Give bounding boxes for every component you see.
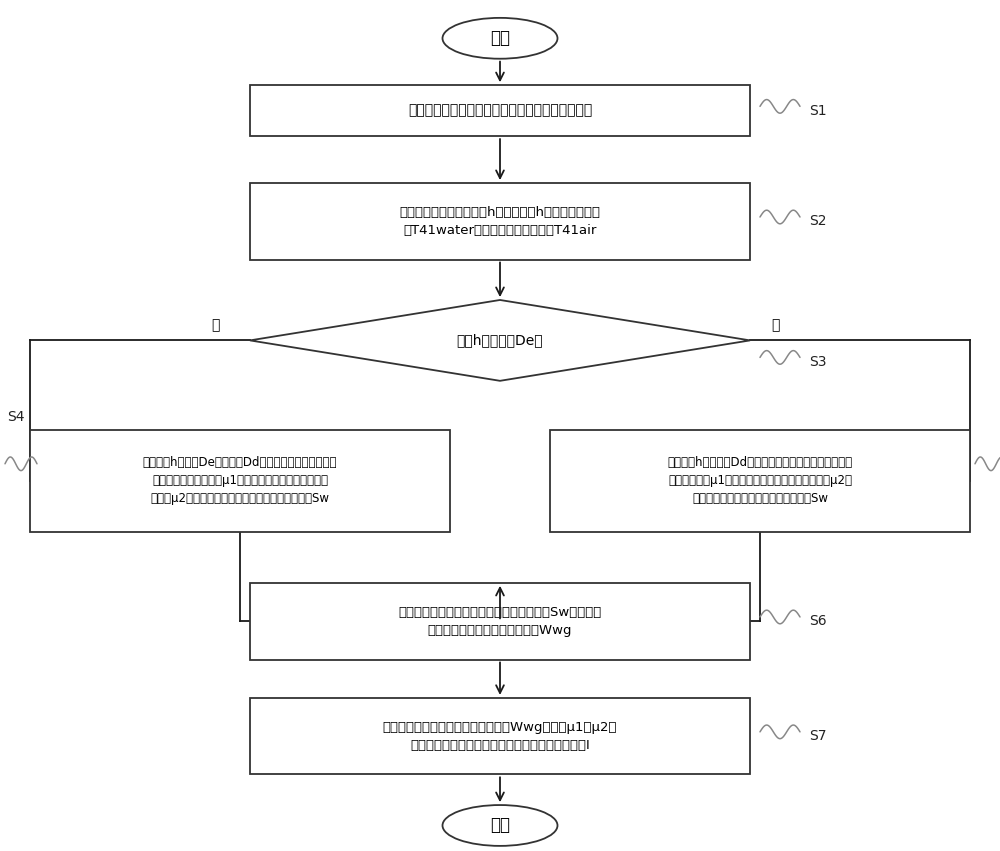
Text: 开始: 开始: [490, 29, 510, 48]
FancyBboxPatch shape: [30, 430, 450, 532]
Text: S1: S1: [809, 104, 827, 117]
Text: 根据积水向管道内空气层散发的热量Wwg、比值μ1、μ2以
及各个参数计算得到排管内有积水时电缆的载流量I: 根据积水向管道内空气层散发的热量Wwg、比值μ1、μ2以 及各个参数计算得到排管…: [383, 721, 617, 751]
Text: S6: S6: [809, 614, 827, 628]
Text: 基于高度h、外径De以及内径Dd计算得到外表皮向水散热
量与电缆总损耗的比值μ1、空气中散热量与电缆总损耗
的比值μ2和单位长度排管中积水与空气的接触面积Sw: 基于高度h、外径De以及内径Dd计算得到外表皮向水散热 量与电缆总损耗的比值μ1…: [143, 456, 337, 505]
Polygon shape: [250, 300, 750, 381]
Text: S2: S2: [809, 214, 827, 228]
Text: 结束: 结束: [490, 816, 510, 835]
Text: 是: 是: [771, 318, 779, 332]
FancyBboxPatch shape: [250, 583, 750, 660]
Text: S3: S3: [809, 355, 827, 368]
Text: 基于单位长度排管中积水与空气的接触面积Sw计算得到
积水向管道内空气层散发的热量Wwg: 基于单位长度排管中积水与空气的接触面积Sw计算得到 积水向管道内空气层散发的热量…: [398, 606, 602, 637]
Ellipse shape: [442, 18, 558, 59]
Text: S4: S4: [7, 410, 24, 424]
Text: 高度h大于外径De？: 高度h大于外径De？: [457, 334, 543, 347]
FancyBboxPatch shape: [250, 183, 750, 260]
Text: 否: 否: [211, 318, 219, 332]
FancyBboxPatch shape: [250, 85, 750, 136]
Text: 根据电缆的型号以及电缆管道的型号获取各个参数: 根据电缆的型号以及电缆管道的型号获取各个参数: [408, 104, 592, 117]
Text: 获取电缆管道内积水高度h，基于高度h计算得到积水热
阻T41water与管道内空气层的热阻T41air: 获取电缆管道内积水高度h，基于高度h计算得到积水热 阻T41water与管道内空…: [400, 206, 600, 237]
Text: S7: S7: [809, 729, 827, 743]
Text: 基于高度h以及内径Dd计算得到外表皮向水散热量与电缆
总损耗的比值μ1、空气散热量与电缆总损耗的比值μ2和
单位长度排管中积水与空气的接触面积Sw: 基于高度h以及内径Dd计算得到外表皮向水散热量与电缆 总损耗的比值μ1、空气散热…: [667, 456, 853, 505]
FancyBboxPatch shape: [250, 698, 750, 774]
Ellipse shape: [442, 805, 558, 846]
FancyBboxPatch shape: [550, 430, 970, 532]
